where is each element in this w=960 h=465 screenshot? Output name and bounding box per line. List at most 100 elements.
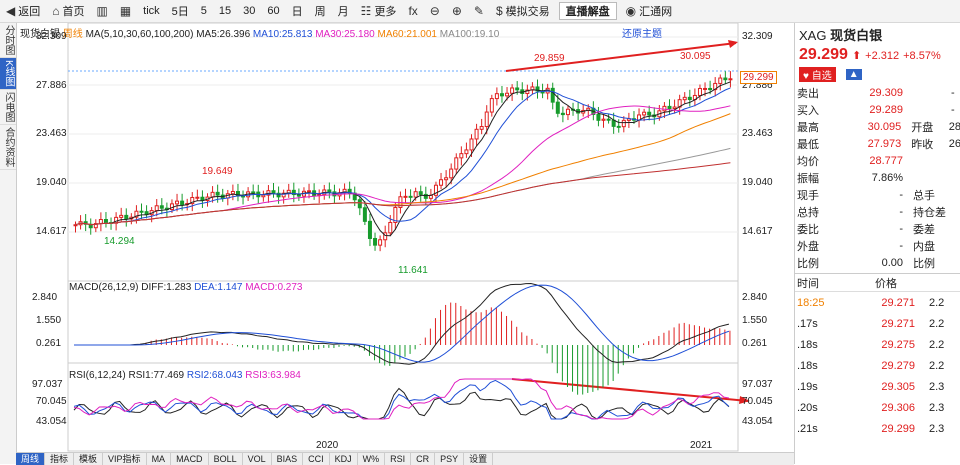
quote-row-value: 28.777 [869, 154, 903, 167]
indicator-tab[interactable]: BIAS [272, 453, 304, 465]
candles-icon: ▦ [119, 4, 132, 18]
kline-chart[interactable] [16, 23, 794, 452]
toolbar-item-12[interactable]: 月 [332, 0, 355, 22]
indicator-tab[interactable]: MA [147, 453, 172, 465]
indicator-tab[interactable]: 设置 [464, 453, 494, 465]
toolbar-item-16[interactable]: ⊕ [446, 0, 468, 22]
x-label-2021: 2021 [690, 440, 713, 451]
rsi-axis-left-2: 70.045 [36, 396, 67, 407]
ma5-value: MA5:26.396 [196, 29, 251, 40]
price-axis-right-4: 19.040 [742, 177, 773, 188]
macd-title: MACD(26,12,9) [69, 282, 139, 293]
tick-row: .18s 29.275 2.2 [795, 334, 960, 355]
candle-body [124, 214, 129, 220]
toolbar-item-8[interactable]: 30 [237, 0, 261, 22]
price-axis-left-1: 32.309 [36, 31, 67, 42]
indicator-tab[interactable]: BOLL [209, 453, 243, 465]
quote-row-key: 现手 [797, 189, 819, 202]
candle-body [494, 93, 499, 100]
toolbar-item-7[interactable]: 15 [213, 0, 237, 22]
toolbar-item-6[interactable]: 5 [195, 0, 213, 22]
price-axis-right-1: 32.309 [742, 31, 773, 42]
candle-body [464, 149, 469, 155]
tick-row: .19s 29.305 2.3 [795, 376, 960, 397]
toolbar-item-10[interactable]: 日 [286, 0, 309, 22]
toolbar-item-20[interactable]: ◉ 汇通网 [620, 0, 678, 22]
indicator-tab[interactable]: VOL [243, 453, 272, 465]
add-watch-button[interactable]: ♥ 自选 [799, 66, 836, 82]
indicator-tab[interactable]: 指标 [45, 453, 75, 465]
indicator-tab[interactable]: CR [411, 453, 436, 465]
trend-arrowhead-price [728, 40, 738, 48]
toolbar-item-15[interactable]: ⊖ [424, 0, 446, 22]
indicator-tab[interactable]: CCI [303, 453, 330, 465]
tick-time: .18s [797, 359, 818, 372]
toolbar-item-1[interactable]: ⌂ 首页 [46, 0, 90, 22]
indicator-tab[interactable]: 周线 [16, 453, 46, 465]
alert-icon[interactable]: ▲ [845, 68, 862, 80]
chart-area[interactable]: 现货白银 周线 MA(5,10,30,60,100,200) MA5:26.39… [16, 23, 794, 464]
tab-flash[interactable]: 闪电图 [0, 90, 16, 125]
restore-theme-link[interactable]: 还原主题 [622, 29, 662, 40]
toolbar-item-0[interactable]: ◀ 返回 [0, 0, 46, 22]
candle-body [647, 111, 652, 116]
toolbar-item-3[interactable]: ▦ [114, 0, 137, 22]
candle-body [510, 87, 515, 94]
candle-body [469, 138, 474, 151]
toolbar-item-4[interactable]: tick [137, 0, 166, 22]
quote-row-value: 7.86% [871, 171, 903, 184]
toolbar-item-19[interactable]: 直播解盘 [558, 2, 617, 20]
candle-body [93, 223, 98, 229]
price-axis-right-3: 23.463 [742, 128, 773, 139]
macd-axis-left-1: 2.840 [32, 292, 58, 303]
toolbar-item-13[interactable]: ☷ 更多 [355, 0, 403, 22]
indicator-tab[interactable]: RSI [385, 453, 412, 465]
candle-body [667, 105, 672, 110]
indicator-tab[interactable]: KDJ [330, 453, 358, 465]
tab-kline[interactable]: K线图 [0, 58, 16, 90]
toolbar-item-17[interactable]: ✎ [468, 0, 490, 22]
tab-time-share[interactable]: 分时图 [0, 23, 16, 58]
tick-volume: 2.3 [929, 401, 945, 414]
indicator-tab[interactable]: W% [358, 453, 386, 465]
rsi3-line [73, 378, 730, 420]
quote-row: 现手 - 总手 [795, 186, 960, 203]
indicator-tab[interactable]: MACD [171, 453, 209, 465]
ma60-value: MA60:21.001 [377, 29, 437, 40]
indicator-tab[interactable]: PSY [435, 453, 465, 465]
zoom-in-icon: ⊕ [451, 4, 462, 18]
quote-row-value: 30.095 [867, 120, 902, 133]
toolbar-item-14[interactable]: fx [402, 0, 423, 22]
price-axis-left-4: 19.040 [36, 177, 67, 188]
toolbar-item-5[interactable]: 5日 [166, 0, 195, 22]
candle-body [454, 157, 459, 170]
back-icon: ◀ [6, 4, 16, 18]
quote-row: 外盘 - 内盘 [795, 237, 960, 254]
annotation-prev-high: 19.649 [202, 166, 233, 177]
candle-body [479, 126, 484, 130]
toolbar-item-11[interactable]: 周 [309, 0, 332, 22]
candle-body [444, 177, 449, 181]
rsi-title: RSI(6,12,24) [69, 370, 126, 381]
indicator-tab[interactable]: 模板 [74, 453, 104, 465]
rsi3-value: RSI3:63.984 [245, 370, 301, 381]
toolbar-item-9[interactable]: 60 [261, 0, 285, 22]
tick-row: .17s 29.271 2.2 [795, 313, 960, 334]
quote-row-key: 外盘 [797, 240, 819, 253]
candle-body [139, 210, 144, 213]
toolbar-label: 返回 [18, 6, 41, 18]
quote-row-key: 最高 [797, 121, 819, 134]
chart-type-nav: 分时图 K线图 闪电图 合约资料 [0, 23, 17, 464]
quote-row-key: 卖出 [797, 87, 819, 100]
indicator-tab[interactable]: VIP指标 [103, 453, 147, 465]
candle-body [535, 86, 540, 92]
toolbar-item-2[interactable]: ▥ [90, 0, 113, 22]
quote-row-key2: 开盘 [911, 121, 934, 134]
quote-code: XAG [799, 28, 827, 43]
ma10-line [75, 87, 731, 226]
candle-body [555, 101, 560, 114]
toolbar-item-18[interactable]: $ 模拟交易 [490, 0, 556, 22]
candle-body [642, 111, 647, 116]
tab-contract-info[interactable]: 合约资料 [0, 125, 16, 170]
current-price-tag: 29.299 [740, 71, 777, 84]
